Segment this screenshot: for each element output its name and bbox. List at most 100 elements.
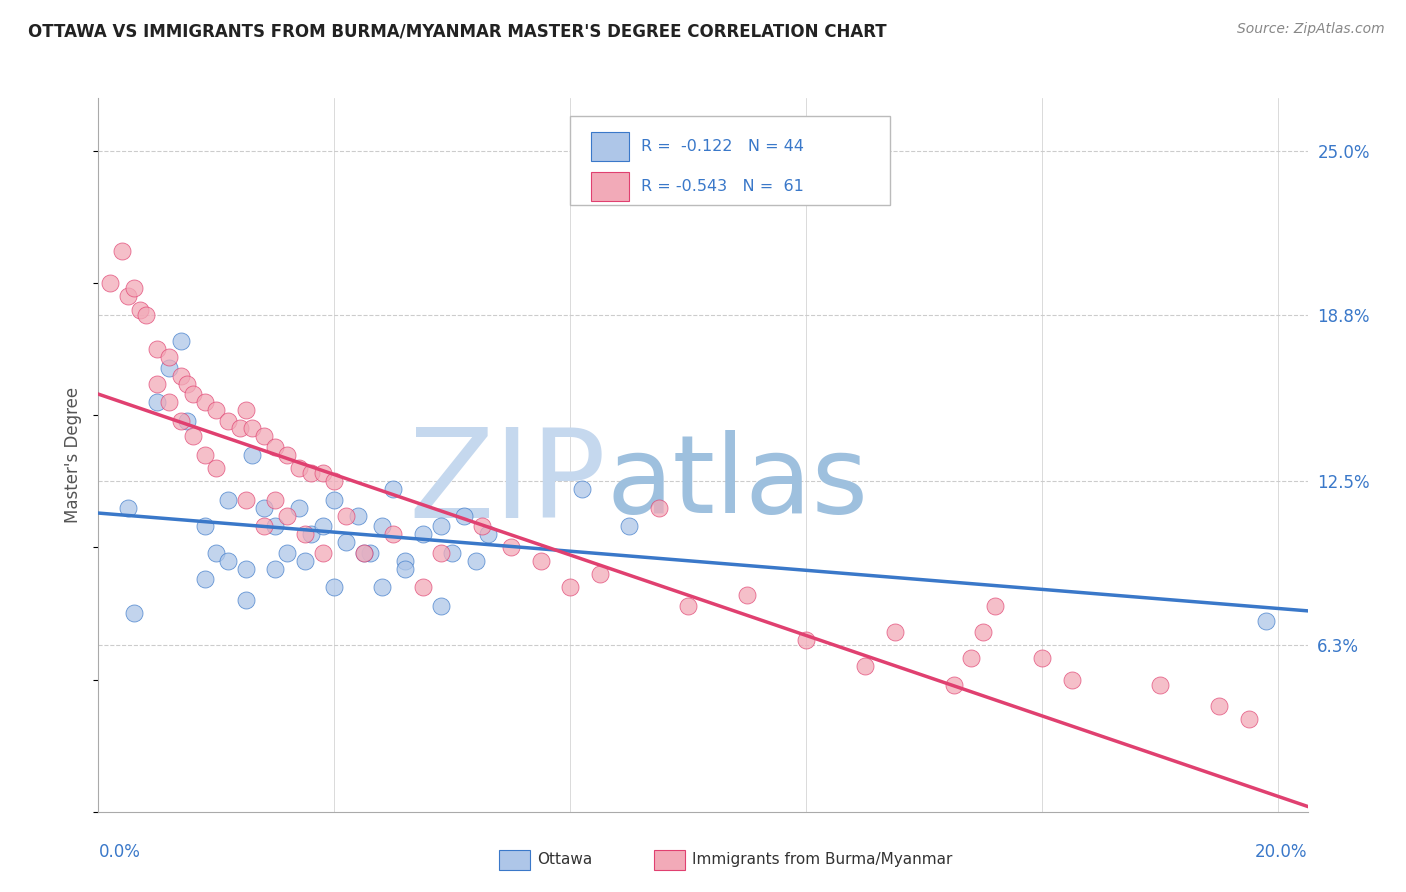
FancyBboxPatch shape [591, 172, 630, 202]
Point [382, 527, 405, 541]
Point [370, 580, 392, 594]
Point [135, 308, 157, 322]
Point [294, 554, 316, 568]
Point [394, 561, 416, 575]
Point [960, 651, 983, 665]
Point [240, 448, 263, 462]
Point [194, 448, 217, 462]
Point [972, 625, 994, 640]
Point [276, 448, 298, 462]
Point [530, 554, 553, 568]
Point [370, 519, 392, 533]
Point [235, 593, 257, 607]
Point [170, 334, 193, 349]
Point [235, 561, 257, 575]
Point [170, 368, 193, 383]
Point [453, 508, 475, 523]
Text: OTTAWA VS IMMIGRANTS FROM BURMA/MYANMAR MASTER'S DEGREE CORRELATION CHART: OTTAWA VS IMMIGRANTS FROM BURMA/MYANMAR … [28, 22, 887, 40]
Text: ZIP: ZIP [408, 423, 606, 544]
Point [501, 541, 523, 555]
Point [146, 376, 169, 391]
Point [441, 546, 464, 560]
FancyBboxPatch shape [569, 116, 890, 205]
Text: Source: ZipAtlas.com: Source: ZipAtlas.com [1237, 22, 1385, 37]
Point [589, 566, 612, 581]
Text: R = -0.543   N =  61: R = -0.543 N = 61 [641, 179, 804, 194]
Point [429, 546, 451, 560]
Point [335, 535, 357, 549]
Point [311, 546, 333, 560]
Point [176, 413, 198, 427]
Point [288, 500, 311, 515]
Point [477, 527, 499, 541]
Text: 20.0%: 20.0% [1256, 843, 1308, 861]
Point [984, 599, 1007, 613]
Point [1256, 615, 1278, 629]
Text: Immigrants from Burma/Myanmar: Immigrants from Burma/Myanmar [692, 853, 952, 867]
Point [619, 519, 641, 533]
Point [229, 421, 252, 435]
Point [235, 403, 257, 417]
Point [235, 492, 257, 507]
Point [429, 519, 451, 533]
Point [176, 376, 198, 391]
Point [252, 429, 274, 443]
Point [464, 554, 486, 568]
Point [157, 360, 180, 375]
Point [170, 413, 193, 427]
Point [146, 395, 169, 409]
Point [412, 580, 434, 594]
Point [294, 527, 316, 541]
Point [157, 395, 180, 409]
Point [111, 244, 134, 259]
Point [323, 492, 346, 507]
Point [205, 461, 228, 475]
Point [311, 467, 333, 481]
Point [853, 659, 876, 673]
Point [217, 554, 239, 568]
Point [1060, 673, 1083, 687]
Point [181, 429, 204, 443]
Point [853, 165, 876, 179]
Point [264, 519, 287, 533]
Point [359, 546, 381, 560]
Point [252, 500, 274, 515]
Point [735, 588, 758, 602]
Point [252, 519, 274, 533]
Point [942, 678, 965, 692]
Point [299, 467, 322, 481]
Text: R =  -0.122   N = 44: R = -0.122 N = 44 [641, 139, 804, 154]
Point [146, 342, 169, 356]
Point [323, 580, 346, 594]
Point [883, 625, 905, 640]
Point [122, 607, 145, 621]
Point [335, 508, 357, 523]
Point [194, 519, 217, 533]
Point [678, 599, 700, 613]
Point [353, 546, 375, 560]
Point [276, 546, 298, 560]
Point [117, 289, 139, 303]
Point [311, 519, 333, 533]
Point [648, 500, 671, 515]
Point [240, 421, 263, 435]
Point [217, 492, 239, 507]
Point [128, 302, 150, 317]
Point [205, 546, 228, 560]
Point [288, 461, 311, 475]
Point [276, 508, 298, 523]
Point [1149, 678, 1171, 692]
Point [181, 387, 204, 401]
Point [571, 483, 593, 497]
Point [382, 483, 405, 497]
Point [412, 527, 434, 541]
Text: atlas: atlas [606, 431, 869, 536]
Point [353, 546, 375, 560]
Point [347, 508, 370, 523]
Point [194, 395, 217, 409]
Point [205, 403, 228, 417]
Point [299, 527, 322, 541]
Point [264, 492, 287, 507]
FancyBboxPatch shape [591, 132, 630, 161]
Point [1208, 698, 1230, 713]
